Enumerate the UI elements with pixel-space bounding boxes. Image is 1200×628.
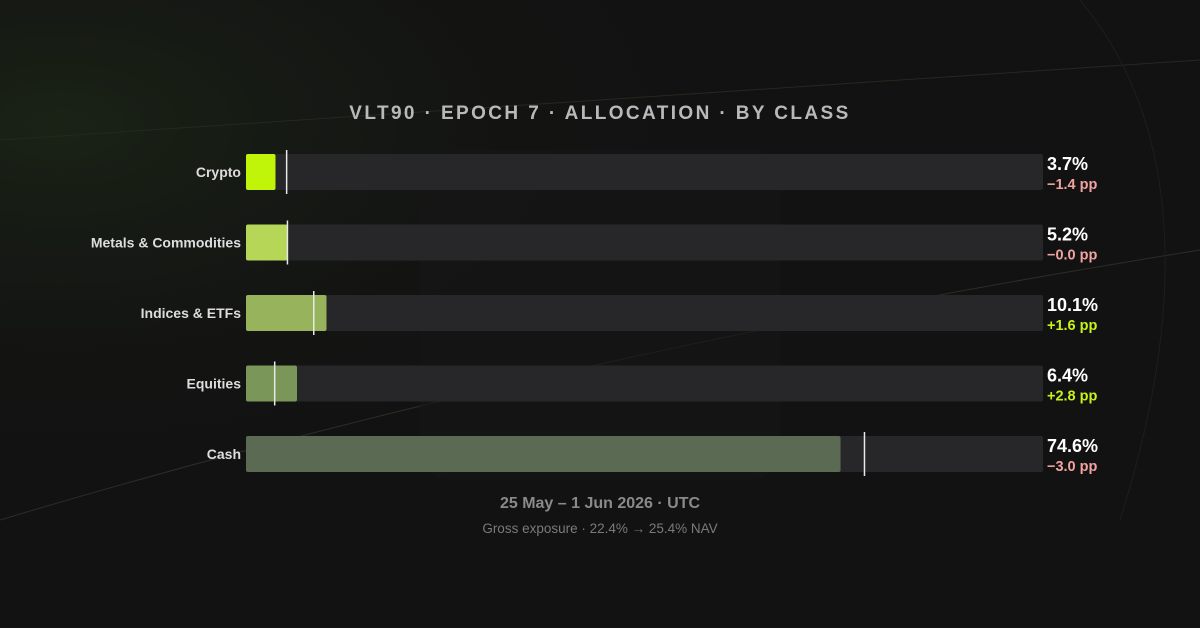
change-label: −0.0 pp <box>1047 248 1098 264</box>
category-label: Crypto <box>196 164 241 180</box>
value-label: 3.7% <box>1047 154 1088 174</box>
value-label: 10.1% <box>1047 295 1098 315</box>
gross-exposure-note: Gross exposure · 22.4% → 25.4% NAV <box>482 521 718 536</box>
bar-track <box>246 295 1043 331</box>
category-label: Cash <box>207 446 241 462</box>
bar-track <box>246 224 1043 261</box>
category-label: Metals & Commodities <box>91 235 241 251</box>
value-label: 74.6% <box>1047 436 1098 456</box>
bar <box>246 224 288 261</box>
bar-track <box>246 154 1043 190</box>
chart-title: VLT90 · EPOCH 7 · ALLOCATION · BY CLASS <box>349 103 851 124</box>
change-label: −3.0 pp <box>1047 459 1098 475</box>
date-range: 25 May – 1 Jun 2026 · UTC <box>499 495 701 512</box>
category-label: Indices & ETFs <box>141 305 242 321</box>
value-label: 6.4% <box>1047 366 1088 386</box>
bar <box>246 154 276 190</box>
bar-track <box>246 365 1043 402</box>
change-label: +2.8 pp <box>1047 389 1098 405</box>
bar <box>246 295 327 331</box>
bar <box>246 436 841 472</box>
change-label: −1.4 pp <box>1047 177 1098 193</box>
bar <box>246 365 298 402</box>
value-label: 5.2% <box>1047 225 1088 245</box>
category-label: Equities <box>187 376 242 392</box>
change-label: +1.6 pp <box>1047 318 1098 334</box>
